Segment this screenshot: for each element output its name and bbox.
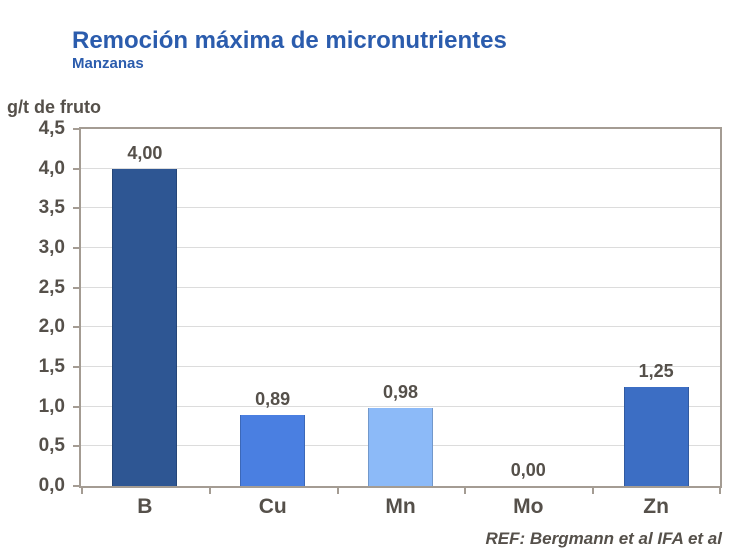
bar-Cu <box>240 415 306 486</box>
y-axis-tick-mark <box>73 485 79 487</box>
y-axis-tick-mark <box>73 167 79 170</box>
y-axis-tick-mark <box>73 286 79 289</box>
reference-text: REF: Bergmann et al IFA et al <box>485 529 722 548</box>
x-axis-tick-mark <box>592 488 595 494</box>
x-axis-label-Zn: Zn <box>643 495 669 518</box>
gridline <box>81 207 720 209</box>
bar-value-label-Cu: 0,89 <box>255 389 291 410</box>
y-axis-tick-mark <box>73 445 79 448</box>
gridline <box>81 405 720 407</box>
y-axis-tick-label: 0,5 <box>38 435 65 457</box>
bar-Zn <box>623 386 689 486</box>
x-axis-label-B: B <box>137 495 153 518</box>
bar-B <box>112 168 178 486</box>
x-axis-label-Mo: Mo <box>513 495 544 518</box>
y-axis-tick-mark <box>73 326 79 329</box>
bar-value-label-Mo: 0,00 <box>510 460 546 480</box>
chart-title: Remoción máxima de micronutrientes <box>72 27 507 54</box>
y-axis-tick-label: 4,0 <box>38 157 65 179</box>
y-axis: 4,5 4,0 3,5 3,0 2,5 2,0 1,5 1,0 0,5 0,0 <box>0 118 79 496</box>
y-axis-tick-label: 4,5 <box>38 118 65 139</box>
x-axis-category-labels: B Cu Mn Mo Zn <box>79 495 722 523</box>
bar-value-label-Mn: 0,98 <box>382 382 419 403</box>
y-axis-tick-mark <box>73 405 79 408</box>
y-axis-tick-mark <box>73 128 79 130</box>
y-axis-tick-label: 3,5 <box>38 197 65 219</box>
plot-area: 4,00 0,89 0,98 0,00 1,25 <box>79 127 722 488</box>
y-axis-tick-label: 0,0 <box>38 475 65 496</box>
x-axis-tick-mark <box>81 488 83 494</box>
gridline <box>81 167 720 169</box>
y-axis-tick-mark <box>73 207 79 210</box>
x-axis-label-Mn: Mn <box>385 495 416 518</box>
x-axis-label-Cu: Cu <box>258 495 287 518</box>
y-axis-tick-mark <box>73 366 79 368</box>
x-axis-tick-mark <box>336 488 339 494</box>
gridline <box>81 286 720 288</box>
y-axis-tick-label: 3,0 <box>38 237 65 258</box>
gridline <box>81 326 720 328</box>
x-axis-tick-mark <box>464 488 467 494</box>
gridline <box>81 366 720 367</box>
chart-subtitle: Manzanas <box>72 55 144 72</box>
y-axis-tick-label: 2,0 <box>38 316 65 338</box>
y-axis-unit-label: g/t de fruto <box>7 97 101 117</box>
bar-value-label-Zn: 1,25 <box>638 360 674 381</box>
y-axis-tick-label: 1,5 <box>38 356 65 377</box>
y-axis-tick-label: 2,5 <box>38 276 65 298</box>
gridline <box>81 247 720 248</box>
bar-Mn <box>368 408 433 486</box>
y-axis-tick-label: 1,0 <box>38 395 65 417</box>
y-axis-tick-mark <box>73 247 79 249</box>
x-axis-tick-mark <box>719 488 721 494</box>
x-axis-tick-mark <box>208 488 211 494</box>
x-axis-tick-marks <box>79 488 722 495</box>
bar-value-label-B: 4,00 <box>127 142 163 163</box>
